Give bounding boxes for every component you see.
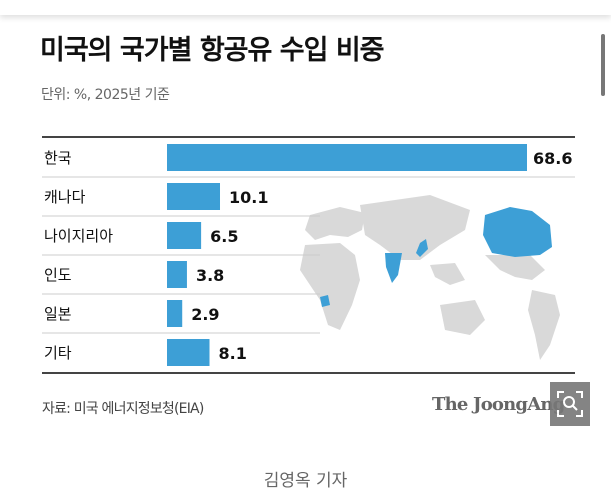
bar-4 [167,300,183,327]
zoom-magnifier-icon [557,391,583,417]
map-europe [305,207,365,240]
map-india-highlight [385,253,402,283]
zoom-button[interactable] [550,382,590,426]
bar-1 [167,183,221,210]
map-south-america [528,290,560,360]
chart-title: 미국의 국가별 항공유 수입 비중 [40,35,385,66]
map-japan-highlight [416,239,428,257]
map-usa [485,255,545,280]
value-label: 8.1 [219,344,247,363]
top-rule [42,136,575,138]
bar-2 [167,222,202,249]
source-note: 자료: 미국 에너지정보청(EIA) [42,401,204,417]
map-canada-highlight [483,207,552,257]
publisher-logo: The JoongAng [432,394,565,415]
top-bar [0,0,611,15]
map-australia [440,300,485,335]
category-label: 캐나다 [44,188,86,206]
map-se-asia [430,263,465,285]
chart-subtitle: 단위: %, 2025년 기준 [41,87,170,103]
scrollbar[interactable] [601,34,605,96]
category-label: 한국 [44,149,72,167]
map-asia [360,195,470,260]
map-africa [300,243,360,330]
category-label: 나이지리아 [44,227,113,245]
bar-3 [167,261,187,288]
map-nigeria-highlight [320,295,330,307]
bar-0 [167,144,527,171]
category-label: 인도 [44,266,72,284]
bottom-rule [42,372,575,374]
value-label: 10.1 [229,188,268,207]
value-label: 6.5 [210,227,238,246]
category-label: 기타 [44,344,72,362]
value-label: 3.8 [196,266,224,285]
world-map [300,195,560,360]
value-label: 2.9 [191,305,219,324]
category-label: 일본 [44,305,72,323]
byline: 김영옥 기자 [263,471,348,491]
value-label: 68.6 [533,149,572,168]
bar-5 [167,339,210,366]
